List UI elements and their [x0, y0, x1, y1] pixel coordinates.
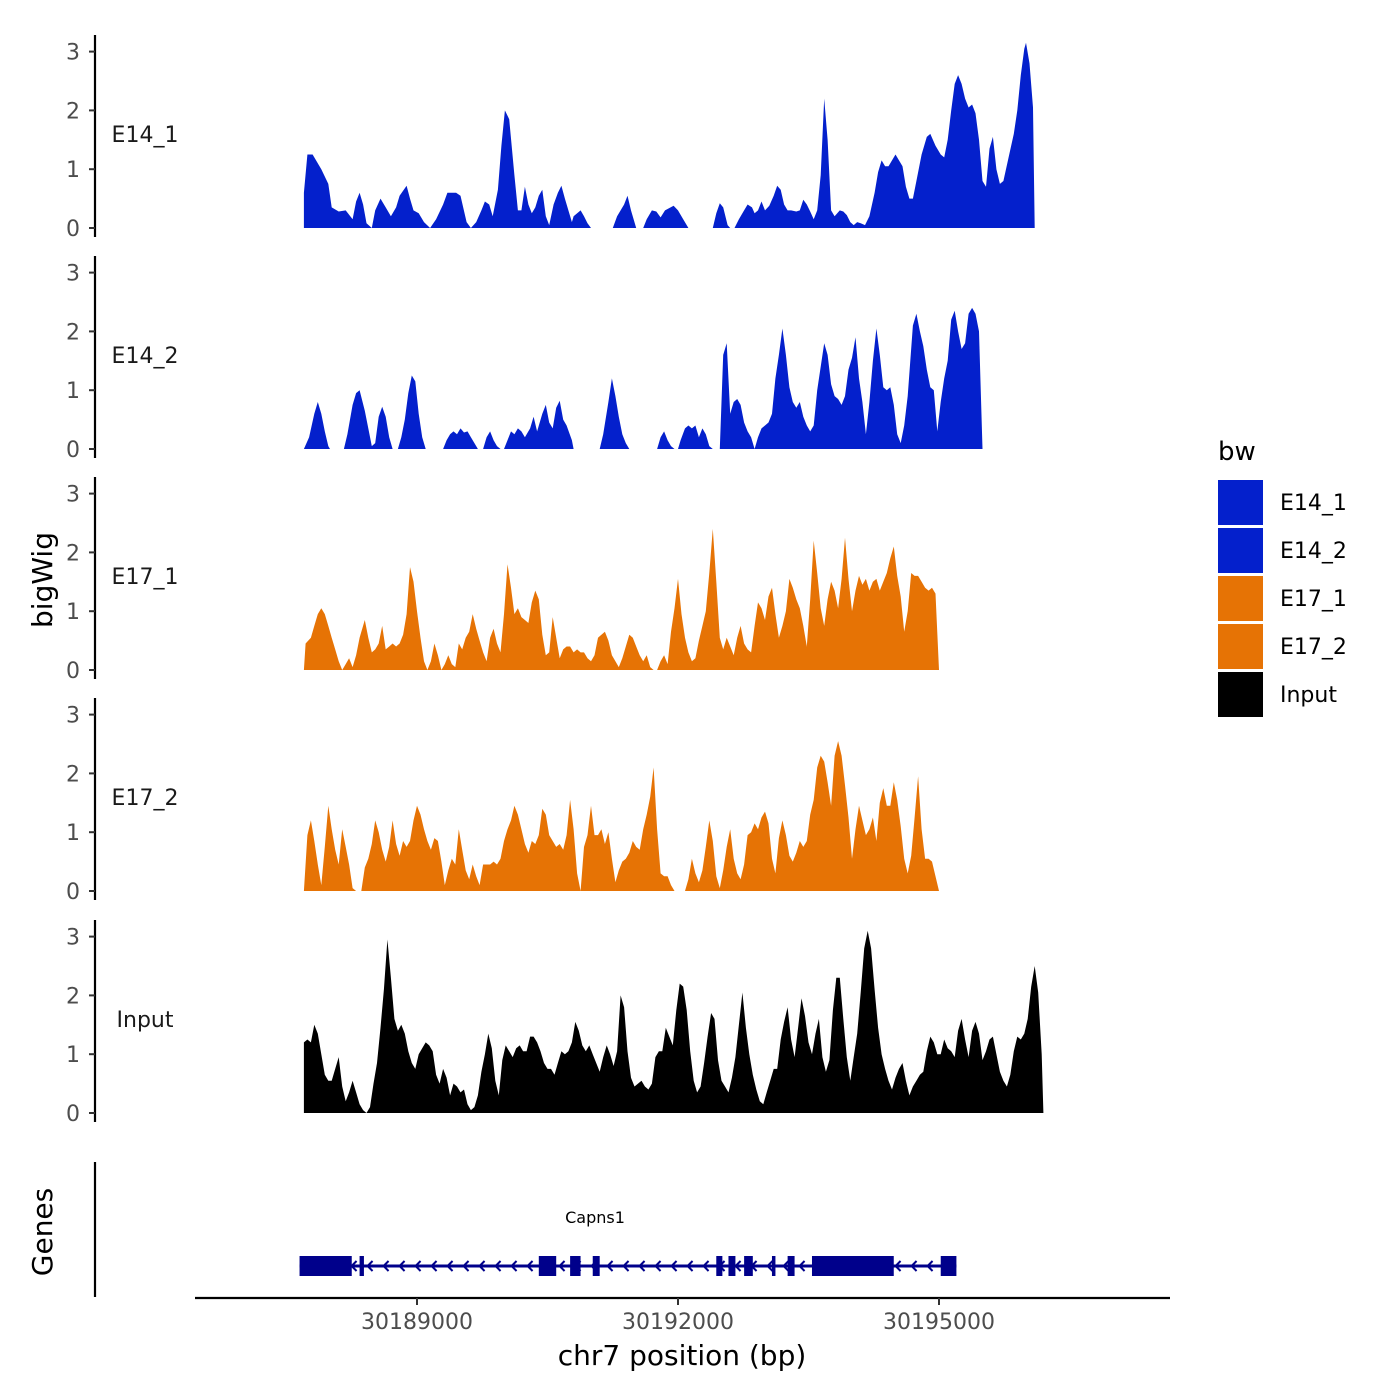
- y-tick-label: 0: [66, 217, 80, 242]
- gene-exon: [592, 1256, 600, 1276]
- x-axis-title: chr7 position (bp): [558, 1339, 807, 1372]
- area-Input: [303, 930, 1044, 1113]
- legend-swatch-E17_2: [1218, 624, 1263, 669]
- track-E14_1: 0 1 2 3 E14_1: [66, 35, 1035, 242]
- gene-exon: [787, 1256, 795, 1276]
- strand-arrow: [910, 1260, 918, 1272]
- legend-label: E17_1: [1280, 587, 1347, 612]
- gene-track: Capns1: [93, 1162, 957, 1297]
- y-axis-title: bigWig: [26, 532, 59, 628]
- strand-arrow: [414, 1260, 422, 1272]
- gene-name-label: Capns1: [565, 1208, 625, 1227]
- legend-swatch-E14_1: [1218, 480, 1263, 525]
- area-E17_2: [303, 741, 939, 891]
- y-tick-label: 3: [66, 262, 80, 287]
- track-E17_2: 0 1 2 3 E17_2: [66, 698, 939, 905]
- strand-arrow: [366, 1260, 374, 1272]
- y-tick-label: 2: [66, 984, 80, 1009]
- strand-arrow: [494, 1260, 502, 1272]
- area-E14_2: [303, 307, 1035, 449]
- gene-exon: [359, 1256, 364, 1276]
- gene-exon: [538, 1256, 557, 1276]
- track-E14_2: 0 1 2 3 E14_2: [66, 256, 1035, 463]
- y-tick-label: 2: [66, 320, 80, 345]
- gene-exon: [744, 1256, 753, 1276]
- strand-arrow: [478, 1260, 486, 1272]
- legend-swatch-E17_1: [1218, 576, 1263, 621]
- legend: bw E14_1 E14_2 E17_1 E17_2 Input: [1218, 437, 1347, 717]
- track-label: E17_1: [112, 565, 179, 590]
- x-tick-label: 30189000: [361, 1310, 473, 1335]
- y-tick-label: 2: [66, 541, 80, 566]
- strand-arrow: [606, 1260, 614, 1272]
- gene-exon: [570, 1256, 581, 1276]
- y-tick-label: 3: [66, 41, 80, 66]
- strand-arrow: [926, 1260, 934, 1272]
- strand-arrow: [782, 1260, 790, 1272]
- strand-arrow: [446, 1260, 454, 1272]
- gene-exon: [940, 1256, 957, 1276]
- track-label: E14_1: [112, 123, 179, 148]
- strand-arrow: [638, 1260, 646, 1272]
- legend-label: Input: [1280, 683, 1337, 708]
- gene-exon: [299, 1256, 352, 1276]
- bigwig-tracks: 0 1 2 3 E14_1 0 1 2 3 E14_2 0 1 2 3 E17_1 0 1 2 3 E17_2 0 1 2 3…: [66, 35, 1044, 1127]
- gene-exon: [811, 1256, 894, 1276]
- legend-title: bw: [1218, 437, 1256, 467]
- y-tick-label: 1: [66, 600, 80, 625]
- y-tick-label: 3: [66, 483, 80, 508]
- legend-label: E14_1: [1280, 491, 1347, 516]
- x-axis: 30189000 30192000 30195000: [195, 1296, 1170, 1335]
- strand-arrow: [734, 1260, 742, 1272]
- strand-arrow: [462, 1260, 470, 1272]
- strand-arrow: [670, 1260, 678, 1272]
- legend-label: E17_2: [1280, 635, 1347, 660]
- track-label: Input: [117, 1008, 174, 1033]
- strand-arrow: [654, 1260, 662, 1272]
- strand-arrow: [894, 1260, 902, 1272]
- strand-arrow: [510, 1260, 518, 1272]
- strand-arrow: [798, 1260, 806, 1272]
- strand-arrow: [526, 1260, 534, 1272]
- x-tick-label: 30192000: [622, 1310, 734, 1335]
- y-tick-label: 1: [66, 158, 80, 183]
- strand-arrow: [702, 1260, 710, 1272]
- y-tick-label: 1: [66, 821, 80, 846]
- y-tick-label: 3: [66, 926, 80, 951]
- gene-exon: [728, 1256, 736, 1276]
- strand-arrow: [398, 1260, 406, 1272]
- genes-axis-title: Genes: [26, 1188, 59, 1276]
- track-label: E17_2: [112, 786, 179, 811]
- track-Input: 0 1 2 3 Input: [66, 920, 1044, 1127]
- area-E14_1: [303, 42, 1035, 228]
- strand-arrow: [382, 1260, 390, 1272]
- y-tick-label: 0: [66, 438, 80, 463]
- y-tick-label: 0: [66, 880, 80, 905]
- legend-swatch-Input: [1218, 672, 1263, 717]
- legend-swatch-E14_2: [1218, 528, 1263, 573]
- gene-exon: [771, 1256, 776, 1276]
- track-label: E14_2: [112, 344, 179, 369]
- y-tick-label: 2: [66, 99, 80, 124]
- strand-arrow: [686, 1260, 694, 1272]
- legend-label: E14_2: [1280, 539, 1347, 564]
- gene-exon: [716, 1256, 723, 1276]
- strand-arrow: [430, 1260, 438, 1272]
- y-tick-label: 2: [66, 762, 80, 787]
- area-E17_1: [303, 528, 939, 670]
- y-tick-label: 0: [66, 659, 80, 684]
- track-E17_1: 0 1 2 3 E17_1: [66, 477, 939, 684]
- y-tick-label: 1: [66, 379, 80, 404]
- y-tick-label: 1: [66, 1043, 80, 1068]
- strand-arrow: [558, 1260, 566, 1272]
- y-tick-label: 0: [66, 1102, 80, 1127]
- y-tick-label: 3: [66, 704, 80, 729]
- strand-arrow: [622, 1260, 630, 1272]
- strand-arrow: [766, 1260, 774, 1272]
- x-tick-label: 30195000: [883, 1310, 995, 1335]
